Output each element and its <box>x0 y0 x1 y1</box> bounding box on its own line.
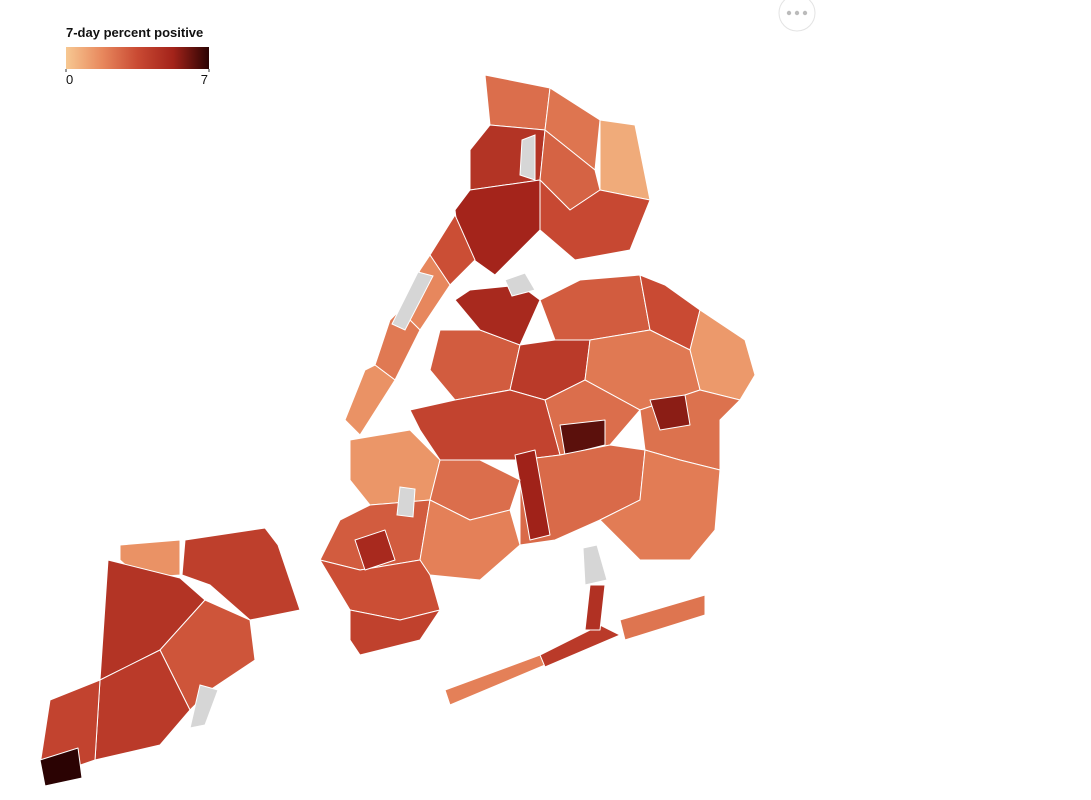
region <box>354 529 396 571</box>
dot <box>786 10 792 16</box>
legend-bar <box>66 47 209 69</box>
region <box>484 74 551 131</box>
region <box>349 609 441 656</box>
region <box>444 654 546 706</box>
region <box>649 394 691 431</box>
no-data <box>519 134 536 181</box>
legend-title: 7-day percent positive <box>66 25 203 40</box>
more-button[interactable] <box>778 0 816 32</box>
no-data <box>189 684 219 729</box>
region <box>584 584 606 631</box>
region <box>619 594 706 641</box>
region <box>344 364 396 436</box>
region <box>514 449 551 541</box>
region <box>599 449 721 561</box>
no-data-areas <box>189 134 608 729</box>
region <box>559 419 606 456</box>
regions <box>39 74 756 787</box>
region <box>539 274 651 341</box>
dot <box>802 10 808 16</box>
region <box>181 527 301 621</box>
no-data <box>391 271 434 331</box>
no-data <box>504 272 536 297</box>
legend-tick-label: 7 <box>201 72 208 87</box>
no-data <box>396 486 416 518</box>
region <box>319 559 441 621</box>
region <box>39 747 83 787</box>
region <box>429 329 521 401</box>
legend-tick-label: 0 <box>66 72 73 87</box>
no-data <box>582 544 608 586</box>
region <box>539 179 651 261</box>
region <box>349 429 441 506</box>
region <box>689 309 756 401</box>
region <box>539 624 621 668</box>
dot <box>794 10 800 16</box>
region <box>409 389 561 461</box>
region <box>599 119 651 201</box>
more-button-circle[interactable] <box>778 0 816 32</box>
